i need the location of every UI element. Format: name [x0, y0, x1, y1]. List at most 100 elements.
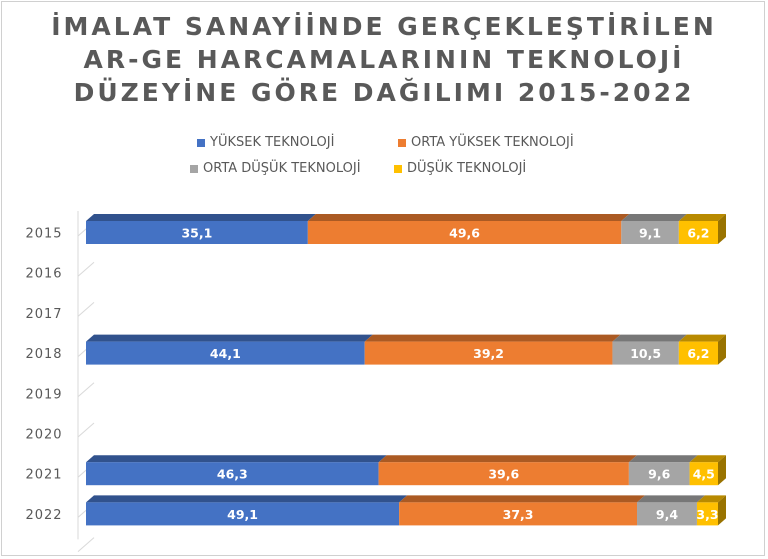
- bar-top-face: [696, 495, 726, 503]
- bar-yuksek-teknoloji-2022: [86, 495, 408, 526]
- chart-legend: YÜKSEK TEKNOLOJİ ORTA YÜKSEK TEKNOLOJİ ORT…: [0, 126, 768, 186]
- bar-front-face: [678, 221, 718, 244]
- bar-front-face: [696, 502, 718, 526]
- category-label: 2020: [25, 428, 62, 443]
- floor-line: [77, 382, 95, 398]
- bar-side-face: [718, 455, 726, 486]
- data-label: 3,3: [696, 507, 718, 522]
- bar-front-face: [621, 221, 679, 244]
- legend-label: DÜŞÜK TEKNOLOJİ: [407, 161, 527, 176]
- floor-line: [77, 537, 95, 552]
- data-label: 46,3: [217, 467, 248, 482]
- data-label: 6,2: [687, 346, 709, 361]
- category-label: 2022: [25, 508, 62, 523]
- bar-dusuk-teknoloji-2022: [696, 495, 726, 526]
- legend-swatch: [398, 138, 406, 147]
- floor-line: [77, 302, 95, 317]
- data-label: 6,2: [687, 226, 709, 241]
- bar-top-face: [612, 334, 687, 342]
- bar-side-face: [718, 495, 726, 526]
- bar-orta-dusuk-teknoloji-2015: [621, 214, 687, 244]
- bar-front-face: [637, 502, 697, 526]
- category-label: 2017: [25, 307, 62, 322]
- bar-top-face: [399, 495, 646, 503]
- bar-top-face: [86, 214, 316, 221]
- bar-front-face: [86, 462, 379, 486]
- bar-orta-yuksek-teknoloji-2018: [364, 334, 621, 365]
- category-label: 2015: [25, 227, 62, 242]
- bar-front-face: [86, 221, 308, 244]
- floor-line: [77, 422, 95, 438]
- legend-item-yuksek-teknoloji: YÜKSEK TEKNOLOJİ: [197, 135, 334, 150]
- bar-side-face: [718, 214, 726, 244]
- data-label: 49,6: [449, 226, 480, 241]
- legend-label: ORTA YÜKSEK TEKNOLOJİ: [411, 135, 574, 150]
- bar-top-face: [628, 455, 698, 463]
- bar-front-face: [399, 502, 638, 526]
- bar-front-face: [378, 462, 629, 486]
- bar-top-face: [378, 455, 637, 463]
- category-axis: 2015 2016 2017 2018 2019 2020 2021 2022: [25, 211, 95, 552]
- bar-yuksek-teknoloji-2018: [86, 334, 373, 365]
- legend-label: ORTA DÜŞÜK TEKNOLOJİ: [203, 161, 361, 176]
- bar-orta-yuksek-teknoloji-2015: [307, 214, 630, 244]
- bar-dusuk-teknoloji-2018: [678, 334, 726, 365]
- bar-front-face: [612, 341, 679, 365]
- legend-item-orta-dusuk-teknoloji: ORTA DÜŞÜK TEKNOLOJİ: [190, 161, 361, 176]
- bar-top-face: [621, 214, 687, 221]
- data-label: 49,1: [227, 507, 258, 522]
- bar-front-face: [678, 341, 718, 365]
- bar-top-face: [678, 214, 726, 221]
- bar-top-face: [637, 495, 705, 503]
- bar-top-face: [86, 334, 373, 342]
- bar-top-face: [689, 455, 726, 463]
- bar-orta-dusuk-teknoloji-2021: [628, 455, 698, 486]
- bar-yuksek-teknoloji-2015: [86, 214, 316, 244]
- bar-front-face: [689, 462, 718, 486]
- stacked-bar-2018: 44,1 39,2 10,5 6,2: [86, 334, 726, 365]
- bar-front-face: [307, 221, 622, 244]
- bar-dusuk-teknoloji-2015: [678, 214, 726, 244]
- bar-orta-dusuk-teknoloji-2018: [612, 334, 687, 365]
- category-label: 2016: [25, 267, 62, 282]
- data-label: 37,3: [503, 507, 534, 522]
- bar-top-face: [307, 214, 630, 221]
- bar-top-face: [364, 334, 621, 342]
- stacked-bar-2015: 35,1 49,6 9,1 6,2: [86, 214, 726, 244]
- bar-top-face: [86, 455, 387, 463]
- data-label: 9,4: [656, 507, 678, 522]
- stacked-bar-2021: 46,3 39,6 9,6 4,5: [86, 455, 726, 486]
- stacked-bar-2022: 49,1 37,3 9,4 3,3: [86, 495, 726, 526]
- legend-swatch: [197, 138, 205, 147]
- data-label: 44,1: [210, 346, 241, 361]
- data-label: 9,1: [639, 226, 661, 241]
- data-label: 39,2: [473, 346, 504, 361]
- bar-yuksek-teknoloji-2021: [86, 455, 387, 486]
- bar-front-face: [86, 502, 400, 526]
- data-label: 4,5: [693, 467, 715, 482]
- legend-swatch: [394, 164, 402, 173]
- bar-orta-dusuk-teknoloji-2022: [637, 495, 705, 526]
- bar-front-face: [86, 341, 365, 365]
- bar-front-face: [364, 341, 613, 365]
- data-label: 35,1: [181, 226, 212, 241]
- legend-item-dusuk-teknoloji: DÜŞÜK TEKNOLOJİ: [394, 161, 526, 176]
- bar-front-face: [628, 462, 690, 486]
- data-label: 9,6: [648, 467, 670, 482]
- category-label: 2018: [25, 347, 62, 362]
- bar-orta-yuksek-teknoloji-2022: [399, 495, 646, 526]
- bar-top-face: [678, 334, 726, 342]
- category-label: 2021: [25, 468, 62, 483]
- legend-swatch: [190, 164, 198, 173]
- chart-title: İMALAT SANAYİİNDE GERÇEKLEŞTİRİLEN AR-GE…: [51, 12, 717, 107]
- legend-item-orta-yuksek-teknoloji: ORTA YÜKSEK TEKNOLOJİ: [398, 135, 574, 150]
- bar-side-face: [718, 334, 726, 365]
- legend-label: YÜKSEK TEKNOLOJİ: [210, 135, 335, 150]
- bar-top-face: [86, 495, 408, 503]
- bar-orta-yuksek-teknoloji-2021: [378, 455, 637, 486]
- data-label: 39,6: [488, 467, 519, 482]
- category-label: 2019: [25, 387, 62, 402]
- floor-line: [77, 261, 95, 277]
